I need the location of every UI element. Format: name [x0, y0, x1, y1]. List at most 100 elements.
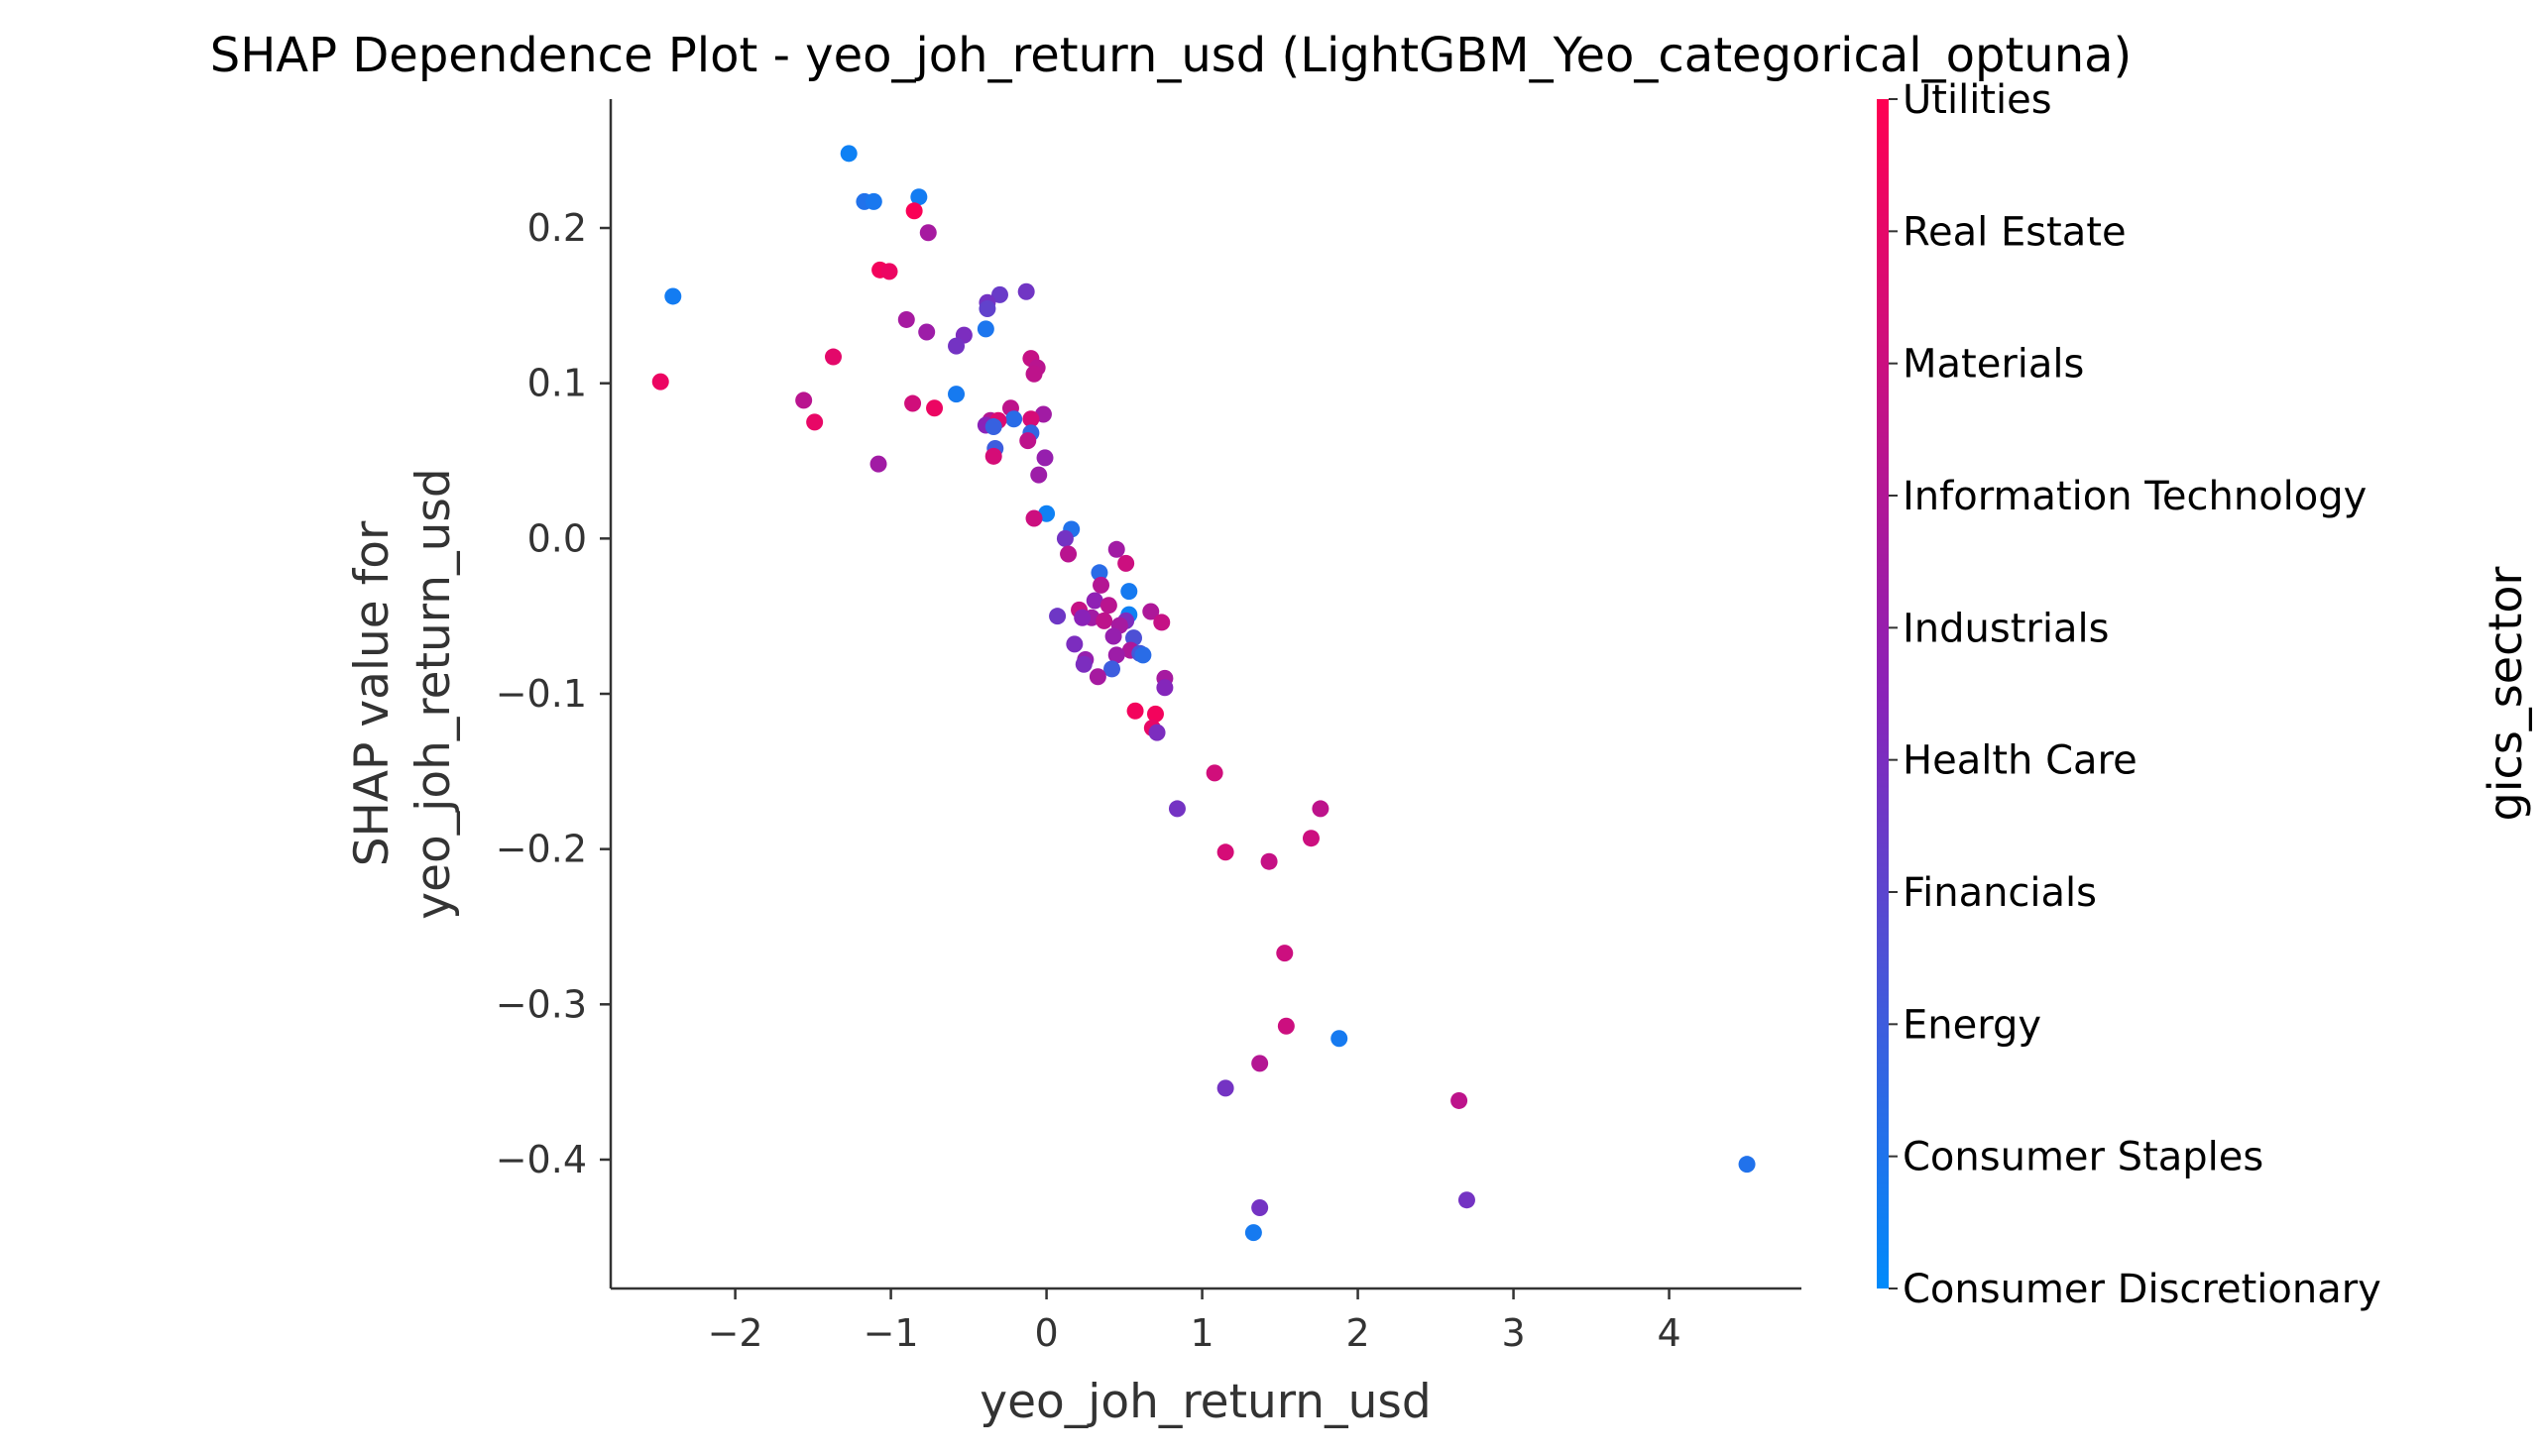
scatter-point	[1107, 646, 1125, 664]
scatter-point	[1134, 646, 1152, 664]
scatter-point	[1153, 614, 1171, 631]
scatter-point	[1019, 432, 1037, 450]
scatter-point	[1030, 466, 1048, 484]
y-tick-label: −0.2	[496, 828, 587, 871]
colorbar-tick-label: Consumer Discretionary	[1903, 1267, 2381, 1312]
scatter-point	[904, 394, 922, 412]
y-axis-ticks: 0.2 0.1 0.0 −0.1 −0.2 −0.3 −0.4	[496, 206, 611, 1181]
scatter-point	[1142, 603, 1160, 620]
x-axis-ticks: −2 −1 0 1 2 3 4	[708, 1288, 1681, 1355]
y-axis-label: SHAP value for yeo_joh_return_usd	[345, 468, 461, 919]
y-tick-label: 0.1	[527, 362, 587, 405]
y-tick-label: 0.0	[527, 516, 587, 560]
y-tick-label: 0.2	[527, 206, 587, 250]
scatter-point	[1216, 843, 1234, 861]
scatter-point	[1146, 705, 1164, 723]
x-tick-label: −1	[864, 1311, 919, 1355]
scatter-point	[1107, 540, 1125, 558]
scatter-point	[1091, 564, 1108, 582]
x-tick-label: −2	[708, 1311, 763, 1355]
scatter-point	[1276, 945, 1294, 962]
scatter-point	[1450, 1091, 1468, 1109]
scatter-point	[1086, 592, 1103, 610]
scatter-point	[880, 263, 898, 280]
scatter-point	[897, 310, 915, 328]
scatter-point	[948, 337, 966, 355]
scatter-point	[918, 323, 936, 341]
y-tick-label: −0.1	[496, 672, 587, 716]
scatter-point	[1017, 282, 1035, 300]
scatter-point	[1148, 724, 1166, 741]
colorbar-tick-label: Consumer Staples	[1903, 1135, 2263, 1180]
scatter-point	[1312, 800, 1329, 818]
scatter-point	[1251, 1199, 1269, 1217]
scatter-point	[1251, 1055, 1269, 1072]
scatter-point	[979, 299, 996, 317]
scatter-point	[1244, 1224, 1262, 1242]
scatter-point	[651, 373, 669, 391]
scatter-point	[1302, 830, 1320, 847]
scatter-point	[1117, 554, 1135, 572]
scatter-point	[1025, 509, 1043, 527]
scatter-point	[948, 386, 966, 403]
scatter-point	[1060, 545, 1078, 563]
scatter-point	[1089, 668, 1106, 686]
scatter-point	[1005, 410, 1023, 428]
x-tick-label: 3	[1501, 1311, 1525, 1355]
colorbar-tick-label: Industrials	[1903, 606, 2109, 651]
scatter-point	[1066, 635, 1084, 653]
colorbar-tick-label: Health Care	[1903, 738, 2138, 784]
y-axis-label-line-1: SHAP value for	[345, 520, 400, 866]
colorbar-ticks: Consumer Discretionary Consumer Staples En…	[1889, 77, 2381, 1312]
x-tick-label: 2	[1345, 1311, 1369, 1355]
scatter-points	[651, 145, 1756, 1242]
scatter-point	[1216, 1079, 1234, 1097]
scatter-point	[984, 418, 1002, 436]
scatter-point	[1022, 410, 1040, 428]
scatter-point	[1025, 365, 1043, 383]
scatter-point	[905, 202, 923, 220]
scatter-point	[984, 447, 1002, 465]
x-tick-label: 1	[1190, 1311, 1214, 1355]
scatter-point	[926, 399, 944, 417]
scatter-point	[1049, 608, 1067, 625]
chart-title: SHAP Dependence Plot - yeo_joh_return_us…	[210, 28, 2133, 83]
colorbar-gradient	[1877, 99, 1889, 1288]
scatter-point	[1277, 1017, 1295, 1035]
scatter-point	[795, 392, 813, 409]
scatter-point	[840, 145, 858, 163]
scatter-point	[1075, 655, 1093, 673]
colorbar-label: gics_sector	[2479, 566, 2532, 821]
scatter-point	[910, 188, 928, 206]
colorbar: Consumer Discretionary Consumer Staples En…	[1877, 77, 2532, 1312]
scatter-point	[806, 413, 824, 431]
scatter-point	[865, 192, 882, 210]
scatter-point	[990, 285, 1008, 303]
x-tick-label: 4	[1657, 1311, 1680, 1355]
colorbar-tick-label: Information Technology	[1903, 474, 2367, 519]
scatter-point	[1330, 1030, 1348, 1048]
y-tick-label: −0.4	[496, 1138, 587, 1181]
y-axis-label-line-2: yeo_joh_return_usd	[406, 468, 461, 919]
colorbar-tick-label: Materials	[1903, 342, 2084, 388]
scatter-point	[1206, 764, 1223, 782]
scatter-point	[1104, 627, 1122, 645]
scatter-point	[825, 348, 843, 366]
colorbar-tick-label: Utilities	[1903, 77, 2052, 123]
scatter-point	[1738, 1156, 1756, 1174]
scatter-point	[919, 224, 937, 242]
scatter-point	[1036, 449, 1054, 467]
scatter-point	[1074, 609, 1092, 626]
scatter-point	[1120, 583, 1138, 601]
scatter-point	[1156, 679, 1174, 697]
y-tick-label: −0.3	[496, 982, 587, 1026]
scatter-point	[977, 320, 994, 338]
colorbar-tick-label: Financials	[1903, 870, 2097, 916]
colorbar-tick-label: Energy	[1903, 1002, 2041, 1048]
scatter-point	[1096, 612, 1113, 629]
x-tick-label: 0	[1034, 1311, 1058, 1355]
colorbar-tick-label: Real Estate	[1903, 209, 2127, 255]
scatter-point	[1126, 702, 1144, 720]
plot-area: −2 −1 0 1 2 3 4 0.2 0.1 0.0 −0.1 −0.2 −0.3 −0.4	[496, 99, 1801, 1355]
